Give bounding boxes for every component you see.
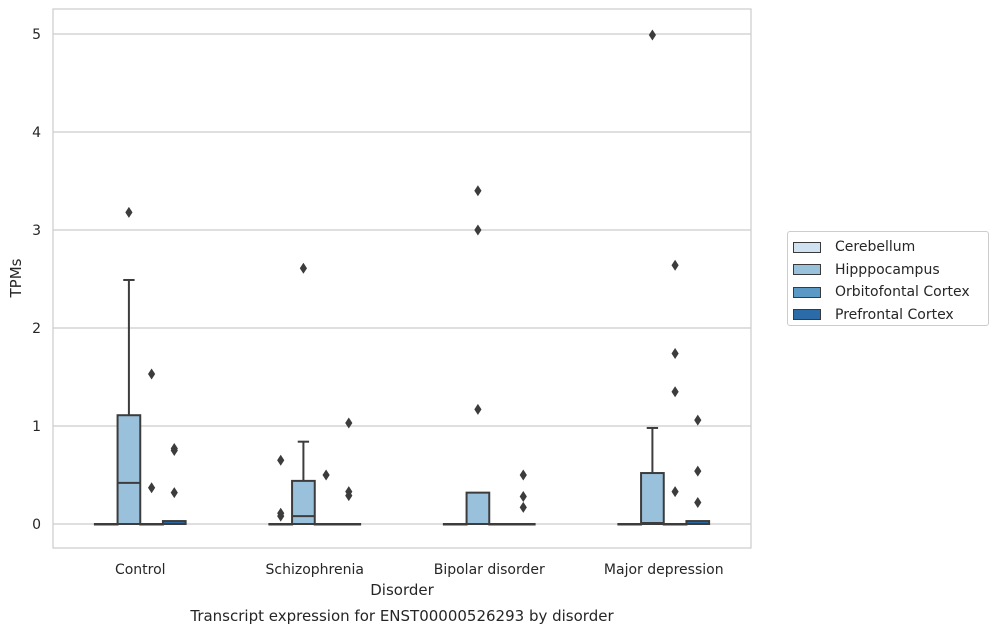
gridlines bbox=[53, 33, 751, 525]
outlier-point bbox=[474, 185, 482, 197]
box-prefrontal-cortex bbox=[336, 417, 362, 526]
box-orbitofontal-cortex bbox=[313, 469, 339, 526]
outlier-point bbox=[277, 507, 285, 519]
box-prefrontal-cortex bbox=[161, 443, 187, 525]
box-marks bbox=[93, 29, 711, 526]
legend-label: Hipppocampus bbox=[835, 261, 940, 278]
box-cerebellum bbox=[268, 454, 294, 526]
chart-title: Transcript expression for ENST0000052629… bbox=[189, 607, 614, 625]
box-orbitofontal-cortex bbox=[662, 259, 688, 526]
legend-swatch bbox=[793, 264, 821, 276]
x-tick-labels: Control Schizophrenia Bipolar disorder Majo… bbox=[115, 562, 724, 578]
y-tick-label: 5 bbox=[32, 27, 41, 43]
legend-item: Hipppocampus bbox=[793, 259, 988, 282]
x-axis-title: Disorder bbox=[370, 581, 434, 599]
outlier-point bbox=[345, 417, 353, 429]
legend-label: Prefrontal Cortex bbox=[835, 306, 954, 323]
outlier-point bbox=[474, 224, 482, 236]
outlier-point bbox=[345, 486, 353, 498]
y-tick-label: 3 bbox=[32, 223, 41, 239]
y-axis-title: TPMs bbox=[7, 258, 25, 298]
legend-swatch bbox=[793, 286, 821, 298]
x-tick-label: Bipolar disorder bbox=[434, 562, 545, 578]
outlier-point bbox=[147, 368, 156, 380]
outlier-point bbox=[671, 386, 679, 398]
y-tick-label: 0 bbox=[32, 517, 41, 533]
box-cerebellum bbox=[617, 523, 643, 526]
legend-item: Prefrontal Cortex bbox=[793, 304, 988, 327]
box-hipppocampus bbox=[116, 206, 142, 525]
outlier-point bbox=[519, 501, 527, 513]
box-cerebellum bbox=[442, 523, 468, 526]
legend: Cerebellum Hipppocampus Orbitofontal Corte… bbox=[787, 231, 989, 326]
legend-item: Orbitofontal Cortex bbox=[793, 281, 988, 304]
x-tick-label: Schizophrenia bbox=[266, 562, 364, 578]
box-body bbox=[640, 472, 665, 526]
plot-area-frame bbox=[52, 8, 752, 549]
outlier-point bbox=[170, 487, 178, 499]
y-tick-label: 1 bbox=[32, 419, 41, 435]
box-prefrontal-cortex bbox=[685, 414, 711, 525]
legend-label: Cerebellum bbox=[835, 239, 916, 256]
outlier-point bbox=[277, 454, 285, 466]
legend-swatch bbox=[793, 309, 821, 321]
x-tick-label: Control bbox=[115, 562, 166, 578]
legend-item: Cerebellum bbox=[793, 236, 988, 259]
y-tick-label: 2 bbox=[32, 321, 41, 337]
outlier-point bbox=[694, 414, 702, 426]
outlier-point bbox=[519, 491, 527, 503]
outlier-point bbox=[671, 347, 679, 359]
box-orbitofontal-cortex bbox=[488, 523, 513, 526]
box-orbitofontal-cortex bbox=[139, 368, 164, 526]
box-prefrontal-cortex bbox=[510, 469, 536, 526]
outlier-point bbox=[519, 469, 527, 481]
outlier-point bbox=[671, 259, 679, 271]
box-hipppocampus bbox=[465, 185, 491, 526]
outlier-point bbox=[671, 486, 679, 498]
x-tick-label: Major depression bbox=[604, 562, 724, 578]
outlier-point bbox=[147, 482, 156, 494]
legend-swatch bbox=[793, 241, 821, 253]
box-hipppocampus bbox=[291, 262, 316, 526]
y-tick-label: 4 bbox=[32, 125, 41, 141]
box-body bbox=[291, 479, 316, 526]
outlier-point bbox=[299, 262, 308, 274]
outlier-point bbox=[694, 465, 702, 477]
outlier-point bbox=[648, 29, 657, 41]
outlier-point bbox=[474, 403, 482, 415]
outlier-point bbox=[322, 469, 330, 481]
outlier-point bbox=[694, 496, 702, 508]
box-body bbox=[116, 414, 142, 525]
box-body bbox=[465, 491, 491, 526]
legend-label: Orbitofontal Cortex bbox=[835, 284, 970, 301]
y-tick-labels: 0 1 2 3 4 5 bbox=[32, 27, 41, 533]
box-cerebellum bbox=[93, 523, 119, 526]
outlier-point bbox=[125, 206, 133, 218]
outlier-point bbox=[170, 443, 178, 455]
box-hipppocampus bbox=[640, 29, 665, 526]
